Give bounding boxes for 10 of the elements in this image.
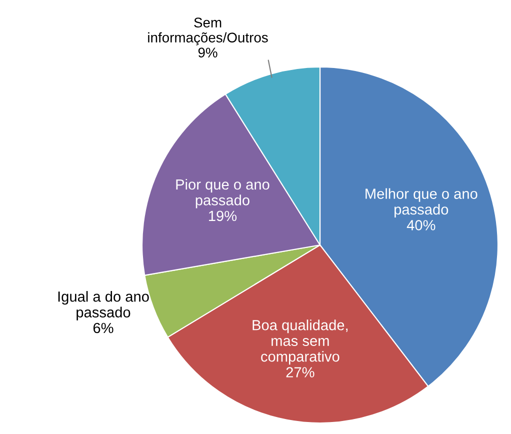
slice-label: Igual a do ano passado [58,291,149,320]
data-label: 9% [198,48,218,58]
data-label: 40% [406,220,436,230]
data-label: 19% [208,210,237,222]
slice-label: Pior que o ano passado [176,178,270,208]
slice-label: Sem informações/Outros [148,18,268,46]
slice-label: Melhor que o ano passado [366,188,478,218]
data-label: 6% [93,322,114,334]
data-label: 27% [286,367,314,378]
slice-label: Boa qualidade, mas sem comparativo [252,320,348,365]
